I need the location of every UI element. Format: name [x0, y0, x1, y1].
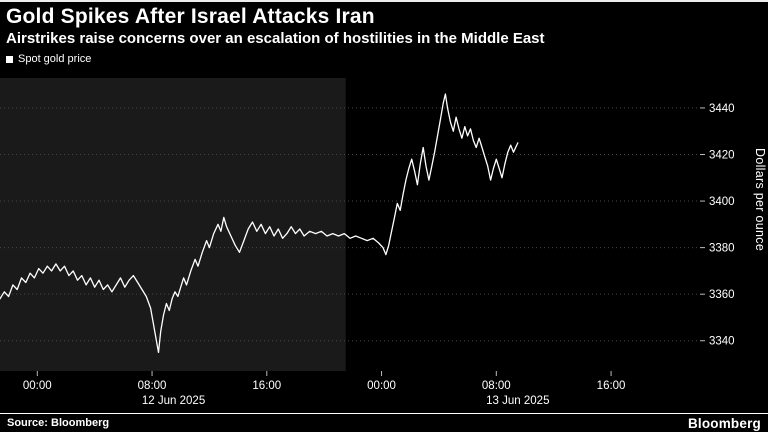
svg-text:3400: 3400	[709, 196, 735, 208]
price-line-chart: 3340 3360 3380 3400 3420 3440 00:00 08:00 16:00 0…	[0, 78, 735, 407]
svg-text:16:00: 16:00	[252, 380, 281, 392]
legend: Spot gold price	[6, 53, 762, 66]
svg-text:00:00: 00:00	[367, 380, 396, 392]
source-note: Source: Bloomberg	[7, 417, 110, 429]
svg-text:3440: 3440	[709, 103, 735, 115]
y-axis-title: Dollars per ounce	[753, 148, 767, 252]
legend-swatch-icon	[6, 56, 13, 63]
chart-subtitle: Airstrikes raise concerns over an escala…	[6, 30, 545, 47]
chart-area: 3340 3360 3380 3400 3420 3440 00:00 08:00 16:00 0…	[0, 66, 768, 411]
chart-footer: Source: Bloomberg Bloomberg	[0, 413, 768, 432]
chart-title: Gold Spikes After Israel Attacks Iran	[6, 5, 375, 28]
svg-text:16:00: 16:00	[597, 380, 626, 392]
legend-label: Spot gold price	[18, 53, 92, 65]
chart-header: Gold Spikes After Israel Attacks Iran Ai…	[0, 2, 768, 66]
svg-text:3380: 3380	[709, 243, 735, 255]
svg-text:12 Jun 2025: 12 Jun 2025	[142, 395, 205, 407]
svg-text:13 Jun 2025: 13 Jun 2025	[486, 395, 549, 407]
svg-text:3340: 3340	[709, 336, 735, 348]
svg-text:08:00: 08:00	[482, 380, 511, 392]
svg-text:00:00: 00:00	[23, 380, 52, 392]
svg-text:3360: 3360	[709, 289, 735, 301]
bloomberg-logo: Bloomberg	[687, 415, 761, 431]
svg-text:3420: 3420	[709, 149, 735, 161]
svg-text:08:00: 08:00	[138, 380, 167, 392]
